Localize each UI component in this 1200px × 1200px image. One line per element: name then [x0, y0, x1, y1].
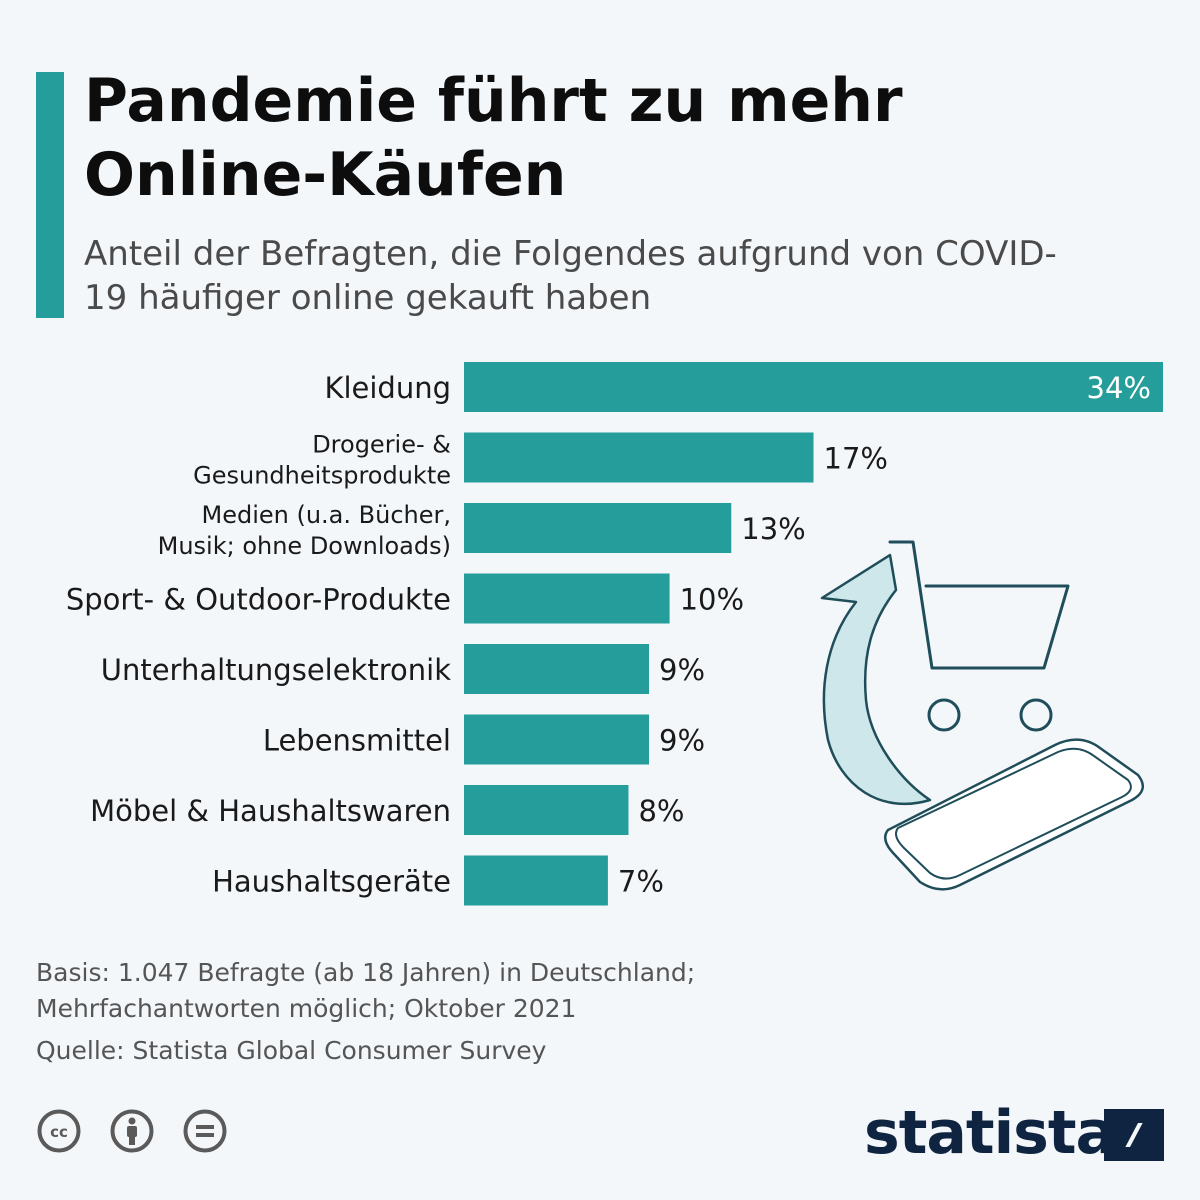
- bar-value-label: 7%: [618, 865, 664, 899]
- bar-0: [464, 362, 1163, 412]
- bar-4: [464, 644, 650, 694]
- bar-5: [464, 714, 650, 765]
- category-label: Drogerie- & Gesundheitsprodukte: [193, 431, 451, 490]
- category-label: Möbel & Haushaltswaren: [90, 794, 451, 828]
- title-accent-bar: [36, 72, 64, 318]
- svg-text:cc: cc: [50, 1123, 68, 1141]
- footnote-details: Mehrfachantworten möglich; Oktober 2021: [36, 994, 577, 1023]
- category-label: Unterhaltungselektronik: [101, 653, 451, 687]
- chart-title: Pandemie führt zu mehr Online-Käufen: [84, 66, 903, 210]
- bar-value-label: 34%: [1087, 371, 1151, 405]
- chart-subtitle: Anteil der Befragten, die Folgendes aufg…: [84, 234, 1057, 318]
- category-label: Medien (u.a. Bücher, Musik; ohne Download…: [158, 501, 451, 560]
- bar-value-label: 9%: [659, 653, 705, 687]
- category-label: Lebensmittel: [263, 724, 451, 758]
- source-note: Quelle: Statista Global Consumer Survey: [36, 1036, 547, 1065]
- smartphone-icon: [883, 738, 1145, 891]
- bar-value-label: 13%: [741, 512, 805, 546]
- arrow-icon: [820, 553, 932, 806]
- no-derivatives-icon[interactable]: [183, 1109, 227, 1153]
- shopping-cart-icon: [888, 540, 1070, 732]
- bar-3: [464, 573, 670, 624]
- bar-7: [464, 855, 608, 906]
- bar-6: [464, 785, 629, 835]
- bar-chart: 34% Kleidung 17% Drogerie- & Gesundheitsprod…: [66, 362, 1163, 906]
- bar-value-label: 9%: [659, 724, 705, 758]
- bar-value-label: 10%: [680, 583, 744, 617]
- illustration: [820, 540, 1145, 891]
- bar-2: [464, 503, 732, 553]
- attribution-icon[interactable]: [110, 1109, 154, 1153]
- bars-group: 34% Kleidung 17% Drogerie- & Gesundheitsprod…: [66, 362, 1163, 906]
- category-label: Sport- & Outdoor-Produkte: [66, 583, 451, 617]
- statista-logo[interactable]: statista: [864, 1098, 1116, 1168]
- bar-1: [464, 432, 814, 483]
- footnote: Basis: 1.047 Befragte (ab 18 Jahren) in …: [36, 955, 936, 1069]
- footnote-basis: Basis: 1.047 Befragte (ab 18 Jahren) in …: [36, 958, 696, 987]
- bar-value-label: 17%: [824, 442, 888, 476]
- category-label: Kleidung: [324, 371, 451, 405]
- category-label: Haushaltsgeräte: [212, 865, 451, 899]
- statista-logo-icon: [1104, 1109, 1164, 1161]
- cc-icon[interactable]: cc: [37, 1109, 81, 1153]
- bar-value-label: 8%: [638, 794, 684, 828]
